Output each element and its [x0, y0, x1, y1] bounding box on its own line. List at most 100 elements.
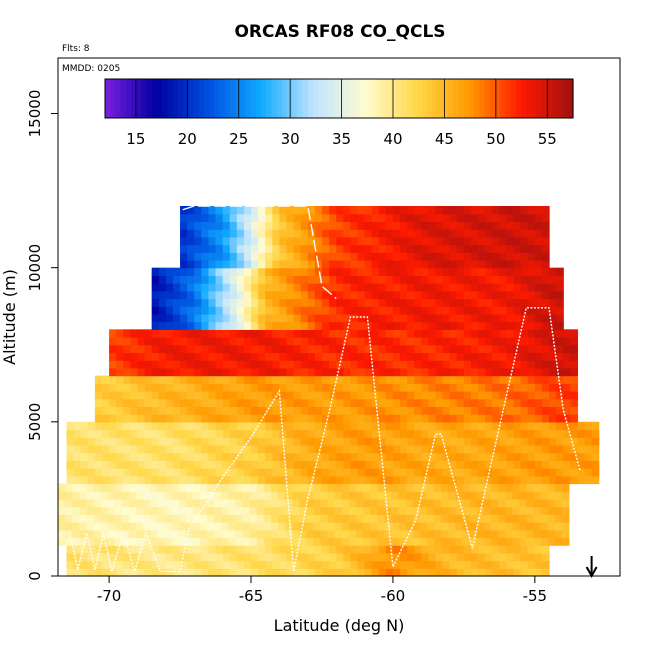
heatmap-cell [463, 444, 472, 454]
heatmap-cell [66, 475, 75, 485]
heatmap-cell [180, 552, 188, 562]
heatmap-cell [392, 259, 401, 269]
heatmap-cell [272, 352, 280, 361]
heatmap-cell [377, 514, 386, 523]
heatmap-cell [94, 552, 103, 562]
heatmap-cell [435, 444, 444, 454]
heatmap-cell [343, 244, 351, 253]
heatmap-cell [229, 406, 238, 415]
heatmap-cell [187, 283, 195, 292]
heatmap-cell [400, 344, 408, 354]
heatmap-cell [334, 537, 343, 546]
heatmap-cell [215, 552, 224, 562]
heatmap-cell [242, 522, 251, 531]
heatmap-cell [258, 375, 266, 384]
heatmap-cell [428, 275, 437, 284]
heatmap-cell [577, 468, 586, 477]
heatmap-cell [172, 468, 181, 477]
heatmap-cell [378, 244, 387, 253]
heatmap-cell [201, 391, 210, 400]
heatmap-cell [428, 460, 437, 469]
heatmap-cell [194, 283, 202, 292]
heatmap-cell [187, 560, 195, 569]
heatmap-cell [512, 506, 520, 515]
heatmap-cell [229, 429, 238, 438]
heatmap-cell [421, 429, 430, 438]
heatmap-cell [279, 406, 288, 415]
heatmap-cell [299, 529, 307, 539]
heatmap-cell [321, 221, 330, 230]
heatmap-cell [321, 298, 330, 307]
heatmap-cell [428, 452, 437, 461]
heatmap-cell [476, 529, 485, 539]
heatmap-cell [178, 514, 187, 523]
heatmap-cell [314, 360, 323, 369]
heatmap-cell [151, 283, 160, 292]
heatmap-cell [513, 391, 522, 400]
heatmap-cell [350, 290, 359, 300]
heatmap-cell [371, 298, 380, 307]
heatmap-cell [215, 244, 224, 253]
colorbar-swatch [547, 79, 553, 118]
heatmap-cell [251, 321, 259, 330]
heatmap-cell [251, 383, 259, 392]
heatmap-cell [73, 437, 82, 446]
heatmap-cell [279, 568, 288, 577]
heatmap-cell [513, 421, 522, 431]
heatmap-cell [364, 206, 373, 215]
heatmap-cell [497, 483, 506, 492]
colorbar-swatch [219, 79, 226, 118]
heatmap-cell [483, 483, 492, 492]
heatmap-cell [499, 398, 508, 408]
heatmap-cell [426, 491, 435, 500]
heatmap-cell [357, 329, 366, 338]
heatmap-cell [343, 375, 351, 384]
heatmap-cell [455, 522, 464, 531]
heatmap-cell [314, 552, 323, 562]
heatmap-cell [421, 229, 430, 238]
heatmap-cell [506, 275, 515, 284]
heatmap-cell [463, 367, 472, 377]
heatmap-cell [391, 483, 400, 492]
heatmap-cell [512, 514, 520, 523]
heatmap-cell [378, 259, 387, 269]
heatmap-cell [506, 213, 515, 223]
heatmap-cell [499, 352, 508, 361]
heatmap-cell [329, 406, 337, 415]
heatmap-cell [208, 391, 217, 400]
heatmap-cell [293, 406, 302, 415]
heatmap-cell [483, 514, 492, 523]
heatmap-cell [201, 298, 210, 307]
heatmap-cell [222, 414, 231, 423]
heatmap-cell [128, 498, 137, 508]
heatmap-cell [563, 329, 571, 338]
heatmap-cell [364, 444, 373, 454]
heatmap-cell [114, 514, 123, 523]
heatmap-cell [520, 444, 529, 454]
heatmap-cell [123, 383, 131, 392]
heatmap-cell [442, 475, 451, 485]
heatmap-cell [229, 337, 238, 346]
heatmap-cell [336, 475, 344, 485]
heatmap-cell [242, 514, 251, 523]
heatmap-cell [258, 429, 266, 438]
heatmap-cell [385, 313, 394, 323]
heatmap-cell [128, 514, 137, 523]
heatmap-cell [214, 529, 222, 539]
heatmap-cell [194, 468, 202, 477]
colorbar-tick-label: 35 [332, 130, 351, 148]
heatmap-cell [534, 221, 543, 230]
heatmap-cell [499, 429, 508, 438]
heatmap-cell [414, 475, 422, 485]
heatmap-cell [490, 483, 499, 492]
heatmap-cell [435, 259, 444, 269]
heatmap-cell [556, 421, 564, 431]
heatmap-cell [73, 460, 82, 469]
heatmap-cell [364, 421, 373, 431]
heatmap-cell [343, 352, 351, 361]
heatmap-cell [272, 468, 280, 477]
heatmap-cell [421, 306, 430, 315]
heatmap-cell [506, 259, 515, 269]
colorbar-tick-label: 15 [126, 130, 145, 148]
heatmap-cell [470, 383, 479, 392]
